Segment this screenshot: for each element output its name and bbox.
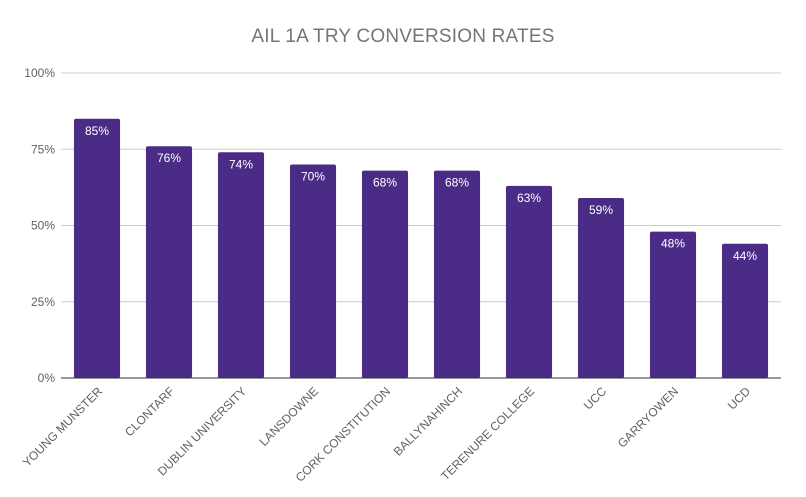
x-category-label: YOUNG MUNSTER [20, 384, 106, 470]
bars [73, 118, 769, 378]
x-category-label: CLONTARF [122, 384, 177, 439]
x-category-label: BALLYNAHINCH [391, 384, 465, 458]
bar-data-label: 74% [229, 157, 253, 171]
y-tick-label: 0% [38, 371, 56, 385]
y-axis-tick-labels: 0% 25% 50% 75% 100% [24, 66, 55, 385]
chart-title: AIL 1A TRY CONVERSION RATES [251, 26, 555, 47]
bar-data-label: 76% [157, 151, 181, 165]
bar [505, 185, 553, 378]
bar-data-label: 85% [85, 124, 109, 138]
y-tick-label: 25% [31, 295, 55, 309]
bar-data-label: 48% [661, 237, 685, 251]
bar-data-label: 68% [373, 176, 397, 190]
bar [577, 198, 625, 378]
bar [73, 118, 121, 378]
bar [433, 170, 481, 378]
x-category-label: UCD [725, 384, 754, 413]
bar-data-label: 70% [301, 170, 325, 184]
x-category-label: UCC [581, 384, 610, 413]
bar [289, 164, 337, 378]
bar-data-label: 59% [589, 203, 613, 217]
x-category-label: LANSDOWNE [257, 384, 322, 449]
bar [649, 231, 697, 378]
bar [721, 243, 769, 378]
bar [361, 170, 409, 378]
x-category-label: GARRYOWEN [615, 384, 681, 450]
y-tick-label: 75% [31, 142, 55, 156]
bar-data-label: 63% [517, 191, 541, 205]
y-tick-label: 50% [31, 219, 55, 233]
bar-data-label: 44% [733, 249, 757, 263]
bar-data-label: 68% [445, 176, 469, 190]
y-tick-label: 100% [24, 66, 55, 80]
data-labels: 85% 76% 74% 70% 68% 68% 63% 59% 48% 44% [85, 124, 757, 263]
bar [217, 152, 265, 378]
bar [145, 146, 193, 378]
